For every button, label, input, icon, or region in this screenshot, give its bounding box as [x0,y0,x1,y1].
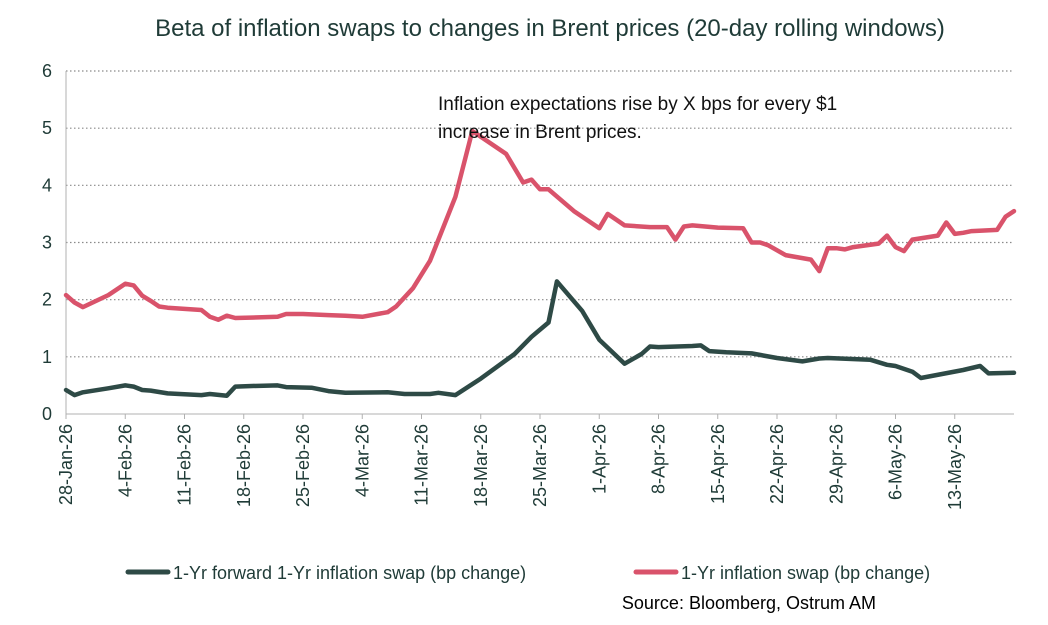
x-tick-label: 18-Mar-26 [471,424,491,507]
legend-label-forward: 1-Yr forward 1-Yr inflation swap (bp cha… [173,563,526,583]
series-line-forward-swap [63,279,1017,398]
x-tick-label: 18-Feb-26 [234,424,254,507]
y-tick-label: 4 [42,175,52,195]
y-tick-label: 1 [42,347,52,367]
annotation-line-1: Inflation expectations rise by X bps for… [438,94,837,115]
x-tick-label: 11-Mar-26 [412,424,432,506]
x-tick-label: 4-Feb-26 [115,424,135,497]
x-tick-label: 29-Apr-26 [826,424,846,504]
x-tick-label: 4-Mar-26 [352,424,372,497]
x-tick-label: 25-Feb-26 [293,424,313,507]
series-line-spot-swap [63,128,1017,322]
y-tick-label: 2 [42,290,52,310]
y-tick-labels: 0 1 2 3 4 5 6 [42,61,52,424]
chart-title: Beta of inflation swaps to changes in Br… [155,15,945,42]
legend-label-spot: 1-Yr inflation swap (bp change) [681,563,930,583]
x-tick-label: 15-Apr-26 [708,424,728,504]
x-tick-label: 25-Mar-26 [530,424,550,507]
y-tick-label: 3 [42,233,52,253]
x-tick-label: 28-Jan-26 [56,424,76,505]
x-tick-label: 1-Apr-26 [589,424,609,494]
annotation-line-2: increase in Brent prices. [438,122,642,143]
x-tick-label: 8-Apr-26 [649,424,669,494]
series-lines [63,128,1017,398]
y-tick-label: 5 [42,118,52,138]
source-note: Source: Bloomberg, Ostrum AM [622,593,876,613]
y-tick-label: 0 [42,404,52,424]
x-tick-label: 22-Apr-26 [767,424,787,504]
x-tick-label: 6-May-26 [886,424,906,500]
x-tick-labels: 28-Jan-26 4-Feb-26 11-Feb-26 18-Feb-26 25-Fe… [56,414,965,510]
legend: 1-Yr forward 1-Yr inflation swap (bp cha… [125,563,930,583]
x-tick-label: 11-Feb-26 [175,424,195,506]
x-tick-label: 13-May-26 [945,424,965,510]
y-tick-label: 6 [42,61,52,81]
